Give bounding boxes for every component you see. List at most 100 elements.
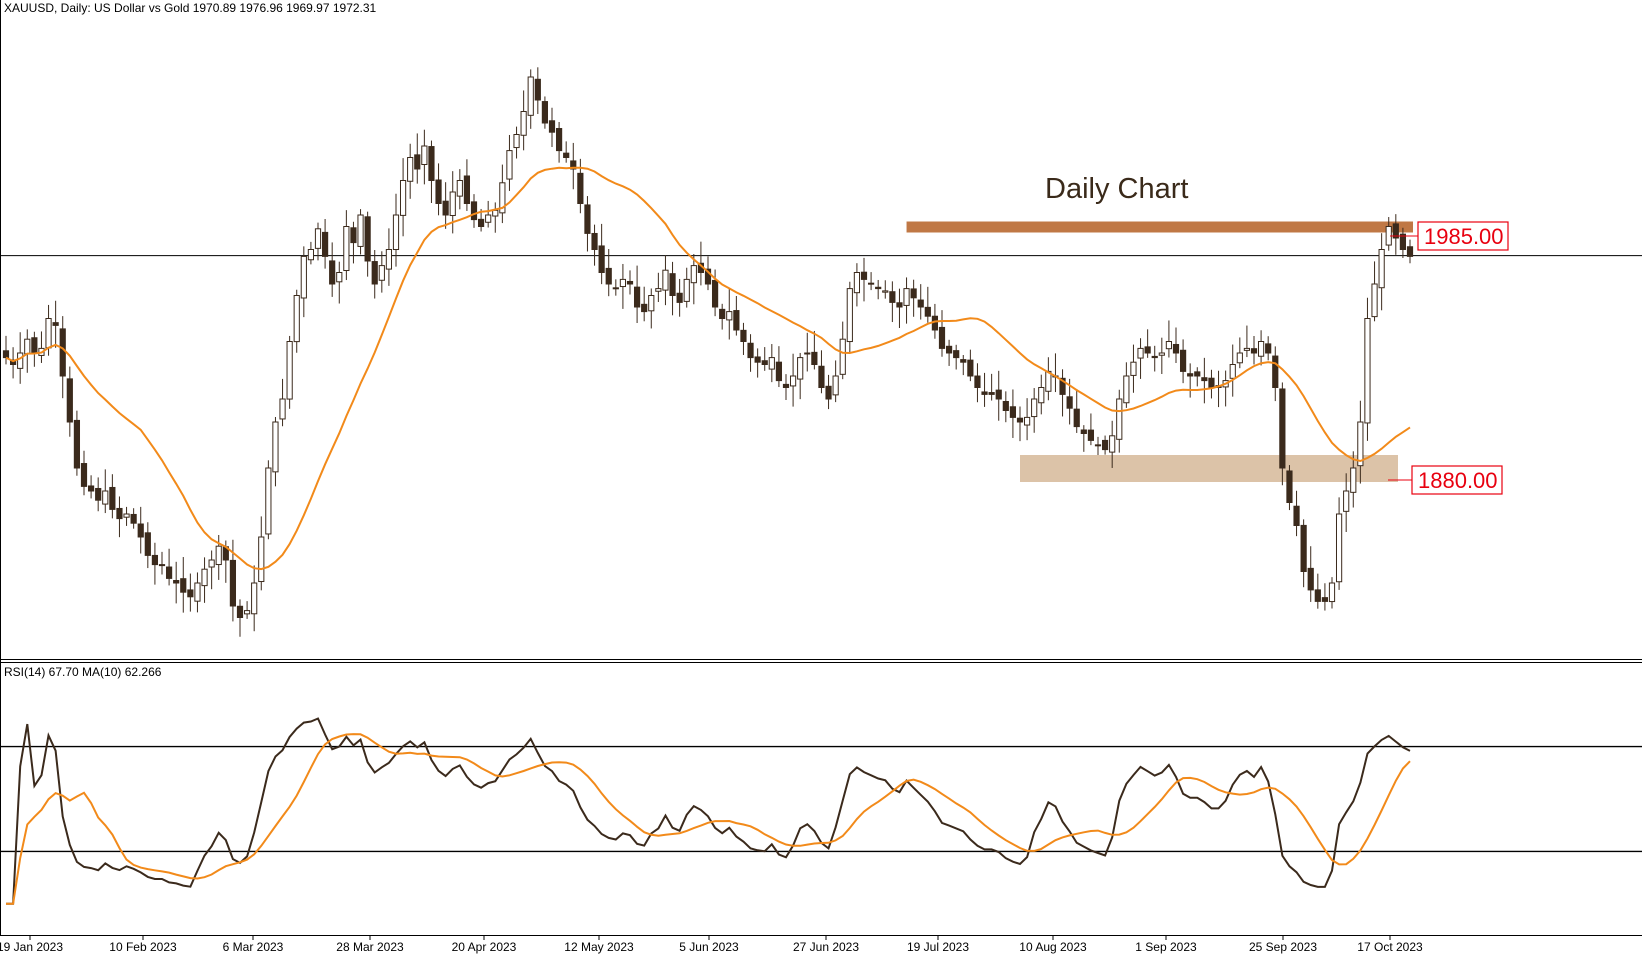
candle-bearish xyxy=(711,279,719,308)
candle-bearish xyxy=(1399,233,1407,251)
candle-bearish xyxy=(87,485,95,492)
candle-bullish xyxy=(619,278,627,288)
candle-bearish xyxy=(733,310,740,331)
chart-title: Daily Chart xyxy=(1045,173,1188,205)
candle-bearish xyxy=(1144,346,1151,354)
candle-bullish xyxy=(421,145,428,165)
candle-bearish xyxy=(350,227,357,244)
x-tick-label: 12 May 2023 xyxy=(564,940,634,954)
candle-bearish xyxy=(924,306,931,317)
candle-bullish xyxy=(492,209,499,217)
candle-bearish xyxy=(740,329,747,343)
candle-bearish xyxy=(953,350,960,359)
candle-bearish xyxy=(1187,373,1194,377)
support-label: 1880.00 xyxy=(1418,468,1498,493)
candle-bullish xyxy=(24,338,31,355)
candlestick-series xyxy=(2,67,1414,637)
candle-bearish xyxy=(641,303,648,313)
candle-bearish xyxy=(612,287,619,290)
candle-bearish xyxy=(704,268,712,285)
candle-bullish xyxy=(520,111,527,136)
candle-bullish xyxy=(1257,341,1265,357)
candle-bearish xyxy=(910,288,917,299)
candle-bearish xyxy=(1087,429,1095,441)
candle-bearish xyxy=(9,359,17,366)
candle-bearish xyxy=(1002,400,1009,412)
candle-bearish xyxy=(633,286,641,308)
x-tick-label: 25 Sep 2023 xyxy=(1249,940,1317,954)
candle-bullish xyxy=(1038,387,1045,404)
x-tick-label: 10 Feb 2023 xyxy=(109,940,177,954)
candle-bearish xyxy=(1201,377,1208,382)
candle-bearish xyxy=(187,589,194,598)
candle-bullish xyxy=(1328,582,1336,603)
candle-bearish xyxy=(1016,417,1024,423)
candle-bullish xyxy=(343,226,350,272)
candle-bearish xyxy=(364,216,371,262)
candle-bearish xyxy=(130,513,137,524)
candle-bearish xyxy=(570,160,577,170)
candle-bullish xyxy=(385,249,393,270)
candle-bullish xyxy=(1123,375,1130,404)
candle-bearish xyxy=(414,154,421,170)
candle-bearish xyxy=(1321,597,1329,602)
candle-bearish xyxy=(137,523,144,538)
candle-bearish xyxy=(534,78,541,101)
candle-bearish xyxy=(151,554,159,566)
candle-bearish xyxy=(463,175,471,205)
x-tick-label: 10 Aug 2023 xyxy=(1019,940,1087,954)
candle-bearish xyxy=(371,261,378,285)
candle-bullish xyxy=(527,76,534,116)
candle-bearish xyxy=(73,419,81,469)
candle-bullish xyxy=(1371,283,1378,318)
candle-bearish xyxy=(889,291,896,303)
candle-bullish xyxy=(251,582,258,615)
candle-bullish xyxy=(456,180,463,197)
chart-frame xyxy=(0,0,1642,936)
candle-bullish xyxy=(506,150,513,180)
candle-bearish xyxy=(818,365,825,388)
candle-bullish xyxy=(846,288,853,343)
candle-bearish xyxy=(988,392,995,395)
candle-bullish xyxy=(1023,416,1031,426)
candle-bullish xyxy=(392,214,400,251)
candle-bearish xyxy=(775,361,783,382)
candle-bullish xyxy=(1158,352,1165,356)
candle-bearish xyxy=(719,308,726,320)
candle-bullish xyxy=(279,398,286,420)
candle-bullish xyxy=(1357,421,1364,467)
candle-bullish xyxy=(449,191,456,217)
candle-bearish xyxy=(875,286,882,290)
candle-bearish xyxy=(1094,444,1102,447)
candle-bearish xyxy=(52,322,59,326)
x-tick-label: 28 Mar 2023 xyxy=(336,940,404,954)
candle-bearish xyxy=(754,356,761,363)
candle-bullish xyxy=(499,182,506,214)
candle-bullish xyxy=(1343,490,1350,512)
x-tick-label: 19 Jan 2023 xyxy=(0,940,63,954)
candle-bearish xyxy=(59,328,66,377)
chart-header: XAUUSD, Daily: US Dollar vs Gold 1970.89… xyxy=(4,1,377,15)
candle-bearish xyxy=(676,292,683,303)
candle-bullish xyxy=(272,421,279,473)
candle-bearish xyxy=(31,337,38,354)
candle-bullish xyxy=(378,265,385,281)
candle-bearish xyxy=(435,179,442,205)
candle-bearish xyxy=(1194,371,1201,377)
candle-bullish xyxy=(1236,352,1243,364)
candle-bullish xyxy=(690,265,697,284)
candle-bearish xyxy=(1080,429,1087,434)
candle-bearish xyxy=(329,260,336,285)
candle-bearish xyxy=(577,172,584,205)
candle-bullish xyxy=(102,490,109,505)
candle-bearish xyxy=(1307,567,1314,591)
resistance-label: 1985.00 xyxy=(1424,224,1504,249)
candle-bearish xyxy=(1073,408,1080,428)
candle-bearish xyxy=(95,487,102,501)
rsi-ma-line xyxy=(6,733,1411,905)
candle-bullish xyxy=(882,290,889,293)
candle-bearish xyxy=(2,350,10,359)
candle-bullish xyxy=(804,352,811,355)
candle-bearish xyxy=(967,359,974,377)
candle-bearish xyxy=(1009,406,1017,418)
